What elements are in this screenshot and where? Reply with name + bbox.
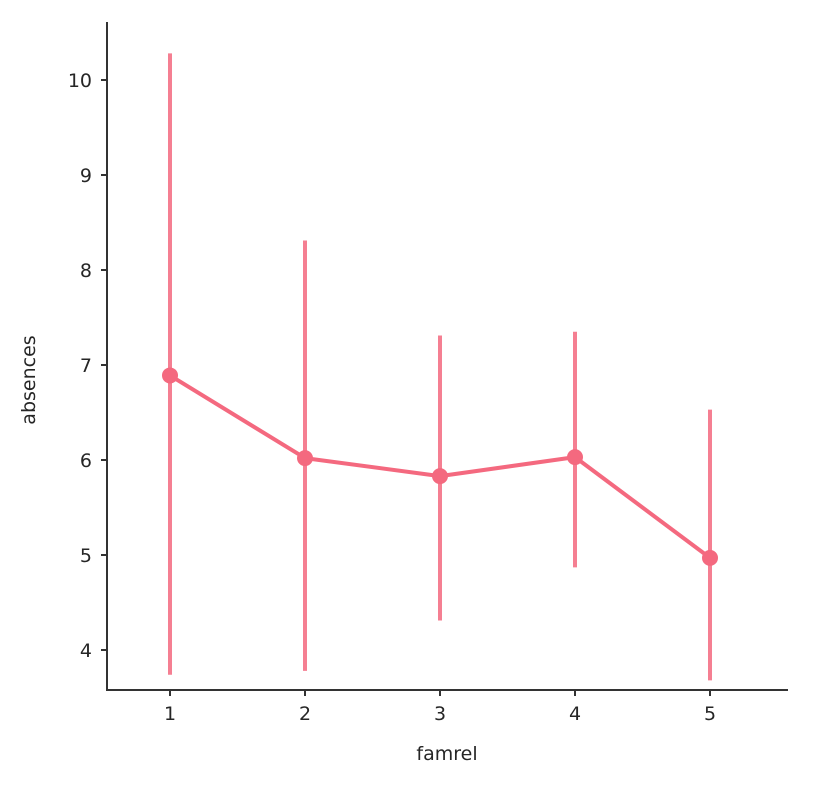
data-point-marker: [567, 449, 583, 466]
x-tick-label: 4: [569, 703, 581, 725]
y-tick-label: 5: [80, 545, 92, 567]
x-axis-tick-labels: 1 2 3 4 5: [164, 703, 716, 725]
data-point-marker: [162, 367, 178, 384]
x-axis-ticks: [169, 690, 711, 696]
y-tick-label: 8: [80, 260, 92, 282]
x-tick-label: 1: [164, 703, 176, 725]
y-tick-label: 10: [68, 70, 92, 92]
y-axis-title: absences: [18, 335, 40, 424]
y-axis-tick-labels: 10 9 8 7 6 5 4: [68, 70, 92, 662]
x-tick-label: 2: [299, 703, 311, 725]
data-point-marker: [702, 549, 718, 566]
axis-spines: [106, 22, 788, 691]
x-axis-title: famrel: [416, 743, 477, 765]
data-point-marker: [297, 450, 313, 467]
y-axis-ticks: [101, 79, 107, 651]
data-series-group: [162, 53, 718, 681]
x-tick-label: 5: [704, 703, 716, 725]
y-tick-label: 4: [80, 640, 92, 662]
y-tick-label: 7: [80, 355, 92, 377]
x-tick-label: 3: [434, 703, 446, 725]
data-point-marker: [432, 468, 448, 485]
y-tick-label: 6: [80, 450, 92, 472]
y-tick-label: 9: [80, 165, 92, 187]
